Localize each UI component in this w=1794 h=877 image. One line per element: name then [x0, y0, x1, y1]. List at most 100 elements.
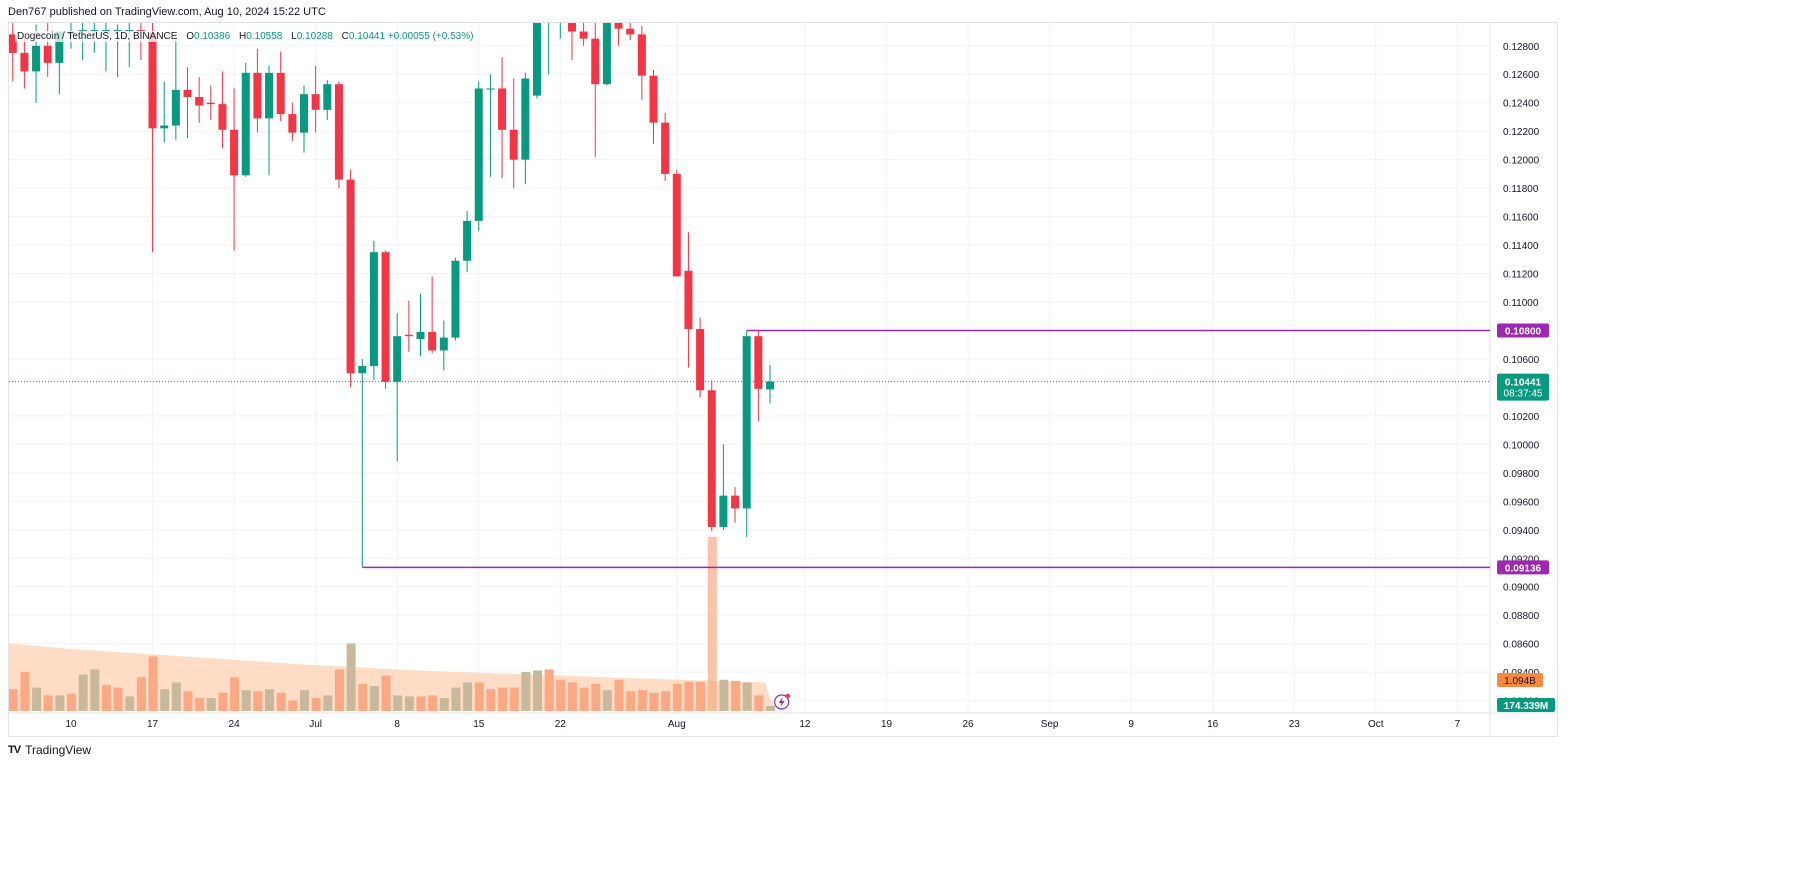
candle-body [416, 331, 425, 340]
candle-body [288, 114, 297, 133]
candle-body [253, 72, 262, 119]
candle-body [55, 31, 64, 63]
candle-body [101, 30, 110, 32]
candle-body [381, 252, 390, 382]
tradingview-logo-icon: TV [8, 744, 21, 756]
volume-bar [696, 681, 706, 711]
x-tick-label: 24 [229, 719, 241, 730]
volume-bar [148, 656, 158, 711]
volume-bar [358, 683, 368, 711]
volume-bar [265, 689, 275, 711]
price-chart[interactable]: 0.12800 0.12600 0.12400 0.12200 0.12000 0.118… [0, 0, 1568, 767]
candle-body [323, 84, 332, 110]
candle-body [113, 30, 122, 32]
candle-body [393, 336, 402, 382]
candle-body [369, 252, 378, 367]
volume-bar [637, 690, 647, 711]
candle-body [766, 381, 774, 390]
volume-bar [90, 669, 100, 711]
candle-body [265, 72, 274, 119]
volume-bar [416, 696, 426, 711]
candle-body [230, 129, 239, 176]
candle-body [300, 94, 308, 133]
y-tick-label: 0.09000 [1503, 583, 1540, 594]
volume-bar [672, 683, 682, 711]
legend-open-label: O [186, 31, 195, 42]
candle-body [545, 17, 553, 18]
volume-last-tag-bg [1497, 698, 1555, 712]
volume-bar [393, 695, 403, 711]
candle-body [183, 89, 192, 98]
candle-body [0, 32, 5, 36]
candle-body [125, 30, 134, 32]
y-tick-label: 0.08800 [1503, 611, 1540, 622]
y-tick-label: 0.12600 [1503, 70, 1540, 81]
tradingview-logo[interactable]: TV TradingView [8, 743, 91, 757]
candle-body [591, 38, 600, 85]
volume-bar [602, 690, 612, 711]
volume-bar [171, 682, 181, 711]
level-price-tag-bg [1497, 323, 1549, 338]
candle-body [78, 30, 87, 32]
candle-body [90, 30, 99, 32]
volume-bar [230, 677, 240, 711]
x-tick-label: Sep [1041, 719, 1059, 730]
candle-body [451, 260, 460, 338]
level-price-tag: 0.09136 [1505, 563, 1542, 574]
volume-bar [463, 682, 473, 711]
lightning-icon-dot [785, 693, 790, 699]
y-tick-label: 0.11000 [1503, 298, 1539, 309]
candle-body [486, 88, 495, 90]
volume-bar [428, 695, 438, 711]
candle-body [32, 45, 41, 72]
volume-ma-tag: 1.094B [1504, 676, 1536, 687]
x-tick-label: 15 [473, 719, 485, 730]
candle-body [661, 122, 670, 174]
candle-body [241, 72, 250, 176]
x-tick-label: 16 [1207, 719, 1219, 730]
legend-close-label: C [341, 31, 349, 42]
candle-body [742, 336, 751, 509]
last-price-tag: 0.10441 [1505, 378, 1542, 389]
volume-bar [78, 674, 88, 711]
y-tick-label: 0.12400 [1503, 99, 1540, 110]
volume-bar [113, 687, 123, 711]
volume-ma-tag-bg [1497, 673, 1543, 687]
volume-bar [55, 695, 65, 711]
volume-bar [206, 698, 216, 711]
volume-bar [544, 669, 554, 711]
volume-bar [276, 692, 286, 711]
volume-bar [649, 692, 659, 711]
candle-body [276, 72, 285, 115]
volume-bar [43, 695, 53, 711]
volume-bar [684, 681, 694, 711]
y-tick-label: 0.09200 [1503, 554, 1540, 565]
volume-bar [20, 672, 30, 711]
candle-body [637, 34, 646, 76]
y-tick-label: 0.09800 [1503, 469, 1540, 480]
candle-body [696, 329, 705, 391]
candle-body [731, 495, 740, 509]
candle-body [195, 97, 204, 106]
volume-bar [556, 679, 566, 711]
candle-body [649, 75, 658, 123]
y-tick-label: 0.10200 [1503, 412, 1540, 423]
x-tick-label: 26 [962, 719, 974, 730]
legend-symbol: Dogecoin / TetherUS, 1D, BINANCE [17, 31, 178, 42]
candle-body [463, 220, 472, 261]
y-tick-label: 0.10600 [1503, 355, 1540, 366]
x-tick-label: Aug [668, 719, 686, 730]
volume-bar [9, 689, 18, 711]
chart-frame [8, 22, 1558, 737]
x-tick-label: 17 [147, 719, 159, 730]
volume-bar [754, 695, 764, 711]
volume-bar [626, 691, 636, 711]
x-tick-label: 7 [1455, 719, 1461, 730]
volume-bar [369, 686, 379, 711]
candle-body [404, 334, 413, 337]
volume-bar [300, 690, 309, 711]
volume-bar [474, 682, 484, 711]
x-tick-label: 23 [1289, 719, 1301, 730]
candle-body [614, 23, 623, 29]
volume-bar [404, 696, 414, 711]
